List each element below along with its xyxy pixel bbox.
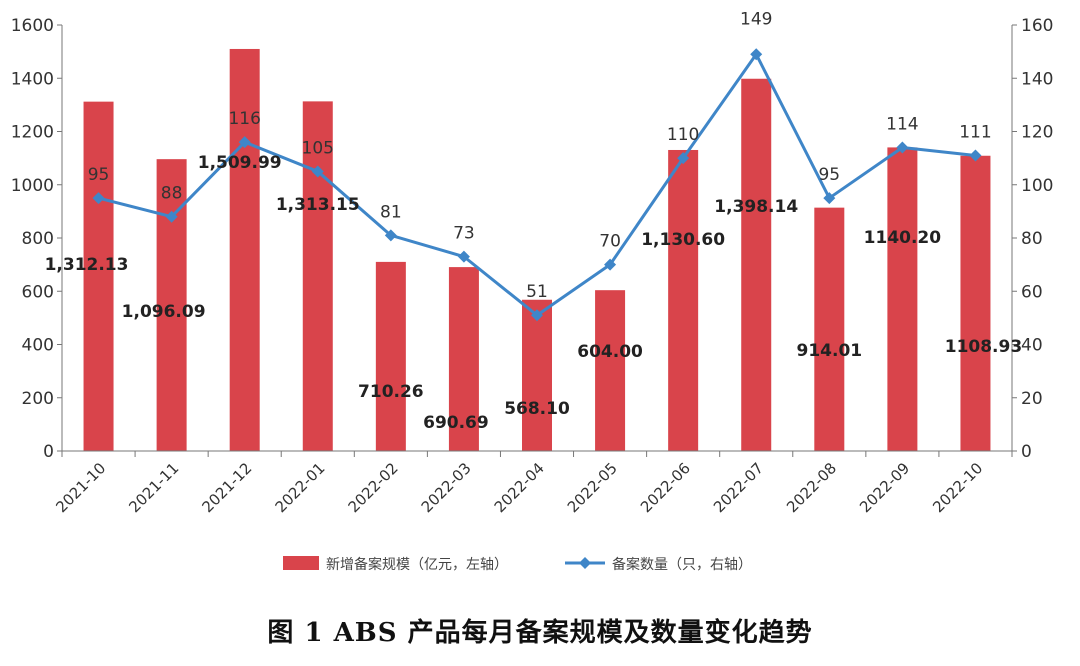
bar-data-label: 1,509.99 <box>198 153 282 173</box>
bar-data-label: 1,130.60 <box>641 230 725 250</box>
bar <box>375 261 406 451</box>
bar <box>814 207 845 451</box>
bar-data-label: 1108.93 <box>945 337 1022 357</box>
line-point <box>604 258 617 271</box>
left-tick-label: 1400 <box>11 69 54 89</box>
bar <box>887 147 918 451</box>
x-tick-label: 2022-04 <box>491 459 548 516</box>
bar-data-label: 914.01 <box>797 341 863 361</box>
x-tick-label: 2021-10 <box>52 459 109 516</box>
figure-caption: 图 1 ABS 产品每月备案规模及数量变化趋势 <box>267 618 813 648</box>
x-tick-label: 2022-08 <box>783 459 840 516</box>
x-tick-label: 2022-09 <box>856 459 913 516</box>
bar-data-label: 710.26 <box>358 382 424 402</box>
line-data-label: 88 <box>161 184 183 204</box>
right-tick-label: 140 <box>1021 69 1053 89</box>
line-data-label: 95 <box>818 165 840 185</box>
bar-data-label: 690.69 <box>423 413 489 433</box>
line-point <box>165 210 178 223</box>
bar <box>229 48 260 452</box>
legend-bar-label: 新增备案规模（亿元，左轴） <box>326 556 508 573</box>
x-tick-label: 2021-12 <box>198 459 255 516</box>
left-tick-label: 200 <box>22 389 54 409</box>
line-data-label: 51 <box>526 282 548 302</box>
left-tick-label: 1200 <box>11 123 54 143</box>
bar <box>741 78 772 451</box>
line-data-label: 114 <box>886 114 918 134</box>
bar-data-label: 1140.20 <box>864 228 942 248</box>
legend-line-label: 备案数量（只，右轴） <box>612 556 752 573</box>
line-point <box>677 152 690 165</box>
line-data-label: 95 <box>88 165 110 185</box>
line-point <box>92 192 105 205</box>
bar <box>448 267 479 451</box>
x-tick-label: 2022-07 <box>710 459 767 516</box>
line-point <box>238 136 251 149</box>
x-tick-label: 2022-05 <box>564 459 621 516</box>
bar-data-label: 1,312.13 <box>45 255 129 275</box>
bar-data-label: 568.10 <box>504 399 570 419</box>
right-tick-label: 20 <box>1021 389 1043 409</box>
line-data-label: 149 <box>740 9 772 29</box>
bar <box>960 155 991 452</box>
bar-data-label: 1,096.09 <box>122 302 206 322</box>
right-tick-label: 160 <box>1021 16 1053 36</box>
x-tick-label: 2022-01 <box>272 459 329 516</box>
legend-line-marker <box>579 557 591 569</box>
line-data-label: 111 <box>959 122 991 142</box>
x-tick-label: 2022-10 <box>929 459 986 516</box>
line-point <box>311 165 324 178</box>
legend-bar-swatch <box>283 556 319 570</box>
bar <box>522 299 552 451</box>
line-data-label: 73 <box>453 224 475 244</box>
line-point <box>750 48 763 61</box>
right-tick-label: 60 <box>1021 282 1043 302</box>
x-tick-label: 2022-06 <box>637 459 694 516</box>
x-tick-label: 2021-11 <box>125 459 182 516</box>
line-data-label: 105 <box>302 138 334 158</box>
bar <box>595 290 626 451</box>
left-tick-label: 800 <box>22 229 54 249</box>
bar <box>302 101 333 451</box>
line-point <box>531 309 543 322</box>
line-point <box>969 149 982 162</box>
line-data-label: 70 <box>599 232 621 252</box>
left-tick-label: 1000 <box>11 176 54 196</box>
right-tick-label: 100 <box>1021 176 1053 196</box>
line-point <box>823 192 836 205</box>
line-data-label: 116 <box>228 109 260 129</box>
x-tick-label: 2022-03 <box>418 459 475 516</box>
bar-data-label: 604.00 <box>577 342 643 362</box>
line-data-label: 110 <box>667 125 699 145</box>
bar <box>668 149 699 451</box>
line-data-label: 81 <box>380 202 402 222</box>
left-tick-label: 0 <box>43 442 54 462</box>
right-tick-label: 80 <box>1021 229 1043 249</box>
right-tick-label: 0 <box>1021 442 1032 462</box>
chart: 0 200 400 600 800 1000 1200 1400 1600 0 20 40 60 80 10… <box>11 9 1054 573</box>
left-tick-label: 600 <box>22 282 54 302</box>
left-tick-label: 1600 <box>11 16 54 36</box>
line-point <box>457 250 470 263</box>
right-tick-label: 40 <box>1021 336 1043 356</box>
left-tick-label: 400 <box>22 336 54 356</box>
bar-data-label: 1,398.14 <box>714 197 798 217</box>
line-point <box>896 141 909 154</box>
line-point <box>384 229 397 242</box>
x-tick-label: 2022-02 <box>345 459 402 516</box>
chart-svg: 0 200 400 600 800 1000 1200 1400 1600 0 20 40 60 80 10… <box>11 9 1054 573</box>
bar-data-label: 1,313.15 <box>276 195 360 215</box>
right-tick-label: 120 <box>1021 123 1053 143</box>
bar <box>83 101 114 451</box>
